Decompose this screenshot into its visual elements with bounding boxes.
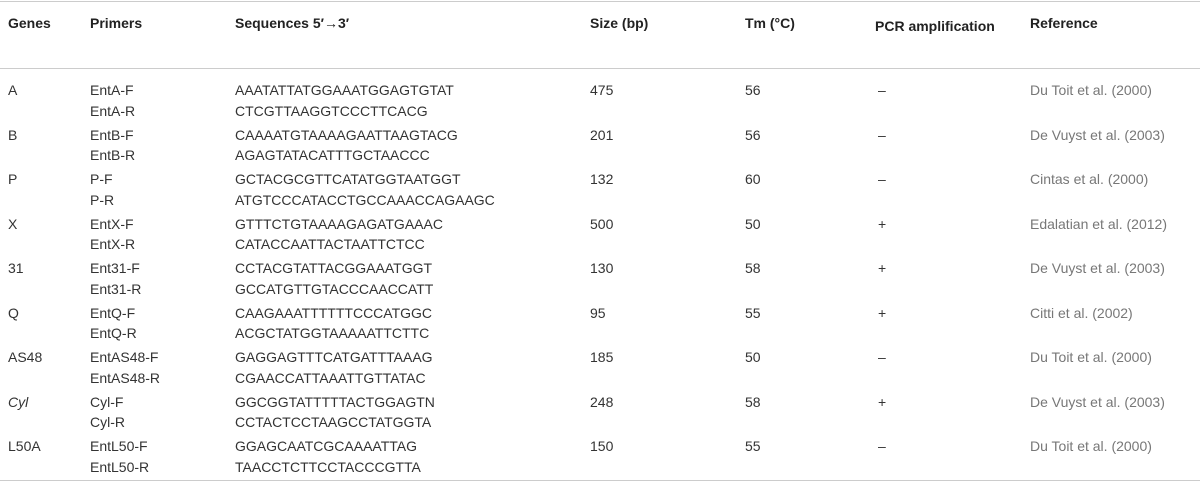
header-cell: Sequences 5′→3′	[235, 15, 350, 31]
bottom-rule	[0, 480, 1200, 481]
tm: 50	[745, 349, 761, 365]
gene: A	[8, 82, 18, 98]
primer: EntB-R	[90, 147, 136, 163]
reference: De Vuyst et al. (2003)	[1030, 393, 1165, 410]
sequence: GCTACGCGTTCATATGGTAATGGT	[235, 171, 461, 187]
pcr: –	[878, 349, 886, 365]
reference: De Vuyst et al. (2003)	[1030, 260, 1165, 276]
sequence: GGCGGTATTTTTACTGGAGTN	[235, 393, 435, 410]
gene: P	[8, 171, 18, 187]
pcr: +	[878, 304, 887, 321]
pcr: +	[878, 215, 887, 232]
sequence: GAGGAGTTTCATGATTTAAAG	[235, 349, 433, 365]
primer: Ent31-R	[90, 280, 142, 297]
size: 132	[590, 171, 614, 187]
gene: Q	[8, 304, 19, 321]
reference: Du Toit et al. (2000)	[1030, 82, 1152, 98]
tm: 58	[745, 260, 761, 276]
size: 248	[590, 393, 614, 410]
gene: 31	[8, 260, 24, 276]
primer: EntQ-F	[90, 304, 136, 321]
sequence: GTTTCTGTAAAAGAGATGAAAC	[235, 215, 443, 232]
pcr: –	[878, 126, 886, 143]
header-cell: Tm (°C)	[745, 15, 795, 31]
size: 150	[590, 438, 614, 454]
gene: AS48	[8, 349, 43, 365]
primer: EntX-R	[90, 236, 136, 252]
primer: EntA-F	[90, 82, 134, 98]
pcr: +	[878, 393, 887, 410]
header-rule	[0, 68, 1200, 69]
sequence: CTCGTTAAGGTCCCTTCACG	[235, 102, 428, 119]
header-cell: Primers	[90, 15, 143, 31]
sequence: CCTACGTATTACGGAAATGGT	[235, 260, 433, 276]
tm: 58	[745, 393, 761, 410]
sequence: GCCATGTTGTACCCAACCATT	[235, 280, 434, 297]
header-cell: PCR amplification	[875, 18, 995, 34]
primer: EntX-F	[90, 215, 134, 232]
primer: EntL50-R	[90, 458, 150, 475]
size: 475	[590, 82, 614, 98]
primer: EntB-F	[90, 126, 134, 143]
primer: Cyl-R	[90, 414, 125, 430]
pcr: +	[878, 260, 887, 276]
reference: Edalatian et al. (2012)	[1030, 215, 1167, 232]
tm: 56	[745, 82, 761, 98]
sequence: CCTACTCCTAAGCCTATGGTA	[235, 414, 432, 430]
pcr: –	[878, 171, 886, 187]
sequence: GGAGCAATCGCAAAATTAG	[235, 438, 418, 454]
sequence: AAATATTATGGAAATGGAGTGTAT	[235, 82, 454, 98]
tm: 50	[745, 215, 761, 232]
reference: Citti et al. (2002)	[1030, 304, 1133, 321]
gene: Cyl	[8, 393, 29, 410]
primer: EntAS48-F	[90, 349, 159, 365]
primer: EntAS48-R	[90, 369, 161, 386]
primer: Ent31-F	[90, 260, 140, 276]
tm: 55	[745, 438, 761, 454]
size: 500	[590, 215, 614, 232]
gene: B	[8, 126, 18, 143]
size: 185	[590, 349, 614, 365]
sequence: TAACCTCTTCCTACCCGTTA	[235, 458, 421, 475]
size: 130	[590, 260, 614, 276]
sequence: AGAGTATACATTTGCTAACCC	[235, 147, 430, 163]
pcr: –	[878, 82, 886, 98]
top-rule	[0, 1, 1200, 2]
tm: 55	[745, 304, 761, 321]
tm: 60	[745, 171, 761, 187]
primer: Cyl-F	[90, 393, 124, 410]
primer: P-F	[90, 171, 113, 187]
gene: X	[8, 215, 18, 232]
header-cell: Genes	[8, 15, 51, 31]
reference: De Vuyst et al. (2003)	[1030, 126, 1165, 143]
reference: Du Toit et al. (2000)	[1030, 349, 1152, 365]
primer: EntQ-R	[90, 325, 137, 341]
gene: L50A	[8, 438, 41, 454]
primer: EntA-R	[90, 102, 136, 119]
header-cell: Reference	[1030, 15, 1098, 31]
size: 95	[590, 304, 606, 321]
sequence: CGAACCATTAAATTGTTATAC	[235, 369, 426, 386]
reference: Cintas et al. (2000)	[1030, 171, 1149, 187]
sequence: CAAGAAATTTTTTCCCATGGC	[235, 304, 433, 321]
primer: P-R	[90, 191, 115, 208]
sequence: ATGTCCCATACCTGCCAAACCAGAAGC	[235, 191, 495, 208]
tm: 56	[745, 126, 761, 143]
sequence: CAAAATGTAAAAGAATTAAGTACG	[235, 126, 458, 143]
pcr: –	[878, 438, 886, 454]
size: 201	[590, 126, 614, 143]
primer: EntL50-F	[90, 438, 148, 454]
sequence: ACGCTATGGTAAAAATTCTTC	[235, 325, 430, 341]
sequence: CATACCAATTACTAATTCTCC	[235, 236, 425, 252]
reference: Du Toit et al. (2000)	[1030, 438, 1152, 454]
header-cell: Size (bp)	[590, 15, 649, 31]
